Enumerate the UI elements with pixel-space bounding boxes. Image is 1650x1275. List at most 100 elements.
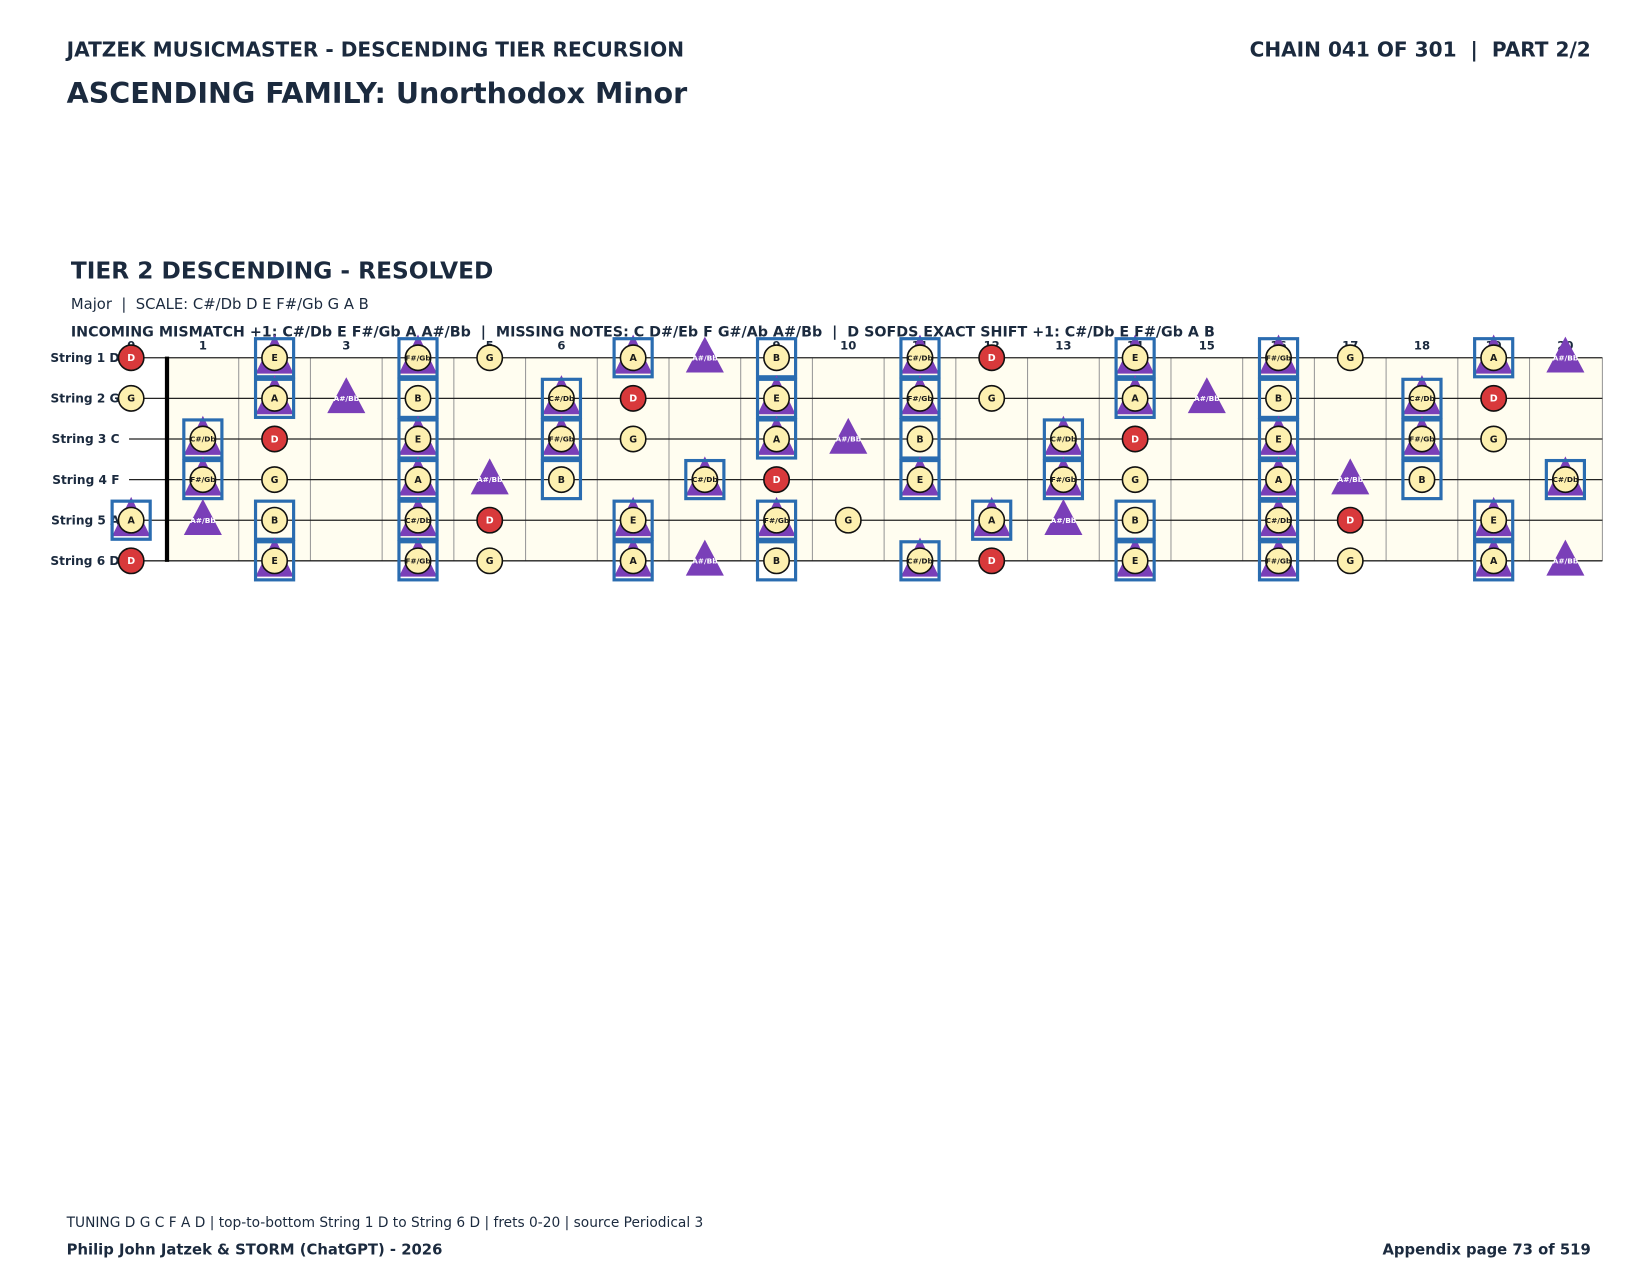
shift-box	[1114, 377, 1156, 419]
shift-box	[1257, 337, 1300, 379]
note-label: A#/Bb	[1051, 516, 1077, 525]
note-circle	[1121, 547, 1149, 575]
shift-box	[253, 377, 296, 419]
header-title: JATZEK MUSICMASTER - DESCENDING TIER REC…	[65, 37, 684, 61]
note-marker: A	[253, 375, 296, 419]
note-marker: A	[755, 415, 798, 460]
note-label: A	[629, 353, 637, 364]
mismatch-triangle	[829, 417, 868, 454]
note-circle	[763, 547, 791, 575]
note-circle	[978, 384, 1006, 412]
note-marker: G	[476, 547, 504, 575]
note-marker: F#/Gb	[755, 496, 798, 541]
note-marker: F#/Gb	[540, 415, 583, 460]
note-label: B	[773, 556, 780, 567]
note-marker: A	[110, 496, 152, 541]
mismatch-triangle	[685, 336, 724, 373]
note-marker: G	[1336, 547, 1364, 575]
note-circle	[1408, 425, 1436, 453]
note-marker: C#/Db	[182, 415, 224, 460]
note-circle	[1049, 425, 1077, 453]
shift-box	[1257, 540, 1300, 582]
fret-number: 13	[1055, 338, 1071, 352]
note-label: E	[415, 434, 421, 445]
note-marker: A#/Bb	[685, 539, 724, 576]
note-circle	[1265, 384, 1293, 412]
fret-number: 10	[840, 338, 856, 352]
note-label: A	[773, 434, 781, 445]
note-label: D	[127, 353, 135, 364]
note-label: G	[486, 556, 494, 567]
note-marker: D	[1480, 384, 1508, 412]
note-circle	[1121, 506, 1149, 534]
note-circle	[547, 466, 575, 494]
shift-box	[110, 499, 152, 541]
note-marker: B	[540, 458, 583, 501]
note-label: G	[1346, 556, 1354, 567]
shift-box	[684, 458, 726, 501]
note-circle	[117, 344, 145, 372]
note-marker: F#/Gb	[397, 537, 439, 582]
note-marker: G	[619, 425, 647, 453]
mismatch-triangle	[327, 377, 366, 414]
note-marker: A	[612, 334, 654, 379]
note-label: A	[271, 394, 279, 405]
note-marker: A#/Bb	[1044, 499, 1083, 536]
note-label: D	[271, 434, 279, 445]
note-marker: C#/Db	[899, 537, 941, 582]
note-circle	[619, 425, 647, 453]
note-marker: C#/Db	[1544, 456, 1587, 501]
note-label: A	[1275, 475, 1283, 486]
fret-number: 1	[199, 338, 207, 352]
fret-number: 6	[557, 338, 565, 352]
note-label: D	[773, 475, 781, 486]
note-label: C#/Db	[1409, 394, 1435, 403]
note-label: G	[844, 516, 852, 527]
note-marker: A#/Bb	[685, 336, 724, 373]
note-marker: D	[261, 425, 289, 453]
note-label: B	[773, 353, 780, 364]
note-label: C#/Db	[907, 556, 933, 565]
mismatch-triangle	[685, 539, 724, 576]
note-label: G	[988, 394, 996, 405]
note-marker: B	[755, 540, 798, 582]
note-marker: A#/Bb	[1187, 377, 1226, 414]
shift-box	[755, 418, 798, 460]
string-label: String 5 A	[51, 513, 120, 527]
note-circle	[763, 344, 791, 372]
note-label: D	[629, 394, 637, 405]
note-label: F#/Gb	[1266, 556, 1291, 565]
note-marker: E	[1114, 537, 1156, 582]
note-circle	[404, 547, 432, 575]
note-marker: B	[253, 499, 296, 541]
note-circle	[1480, 506, 1508, 534]
note-circle	[1121, 425, 1149, 453]
note-label: A	[1490, 556, 1498, 567]
note-circle	[1408, 466, 1436, 494]
shift-box	[899, 540, 941, 582]
note-marker: D	[1336, 506, 1364, 534]
note-label: F#/Gb	[1051, 475, 1076, 484]
note-label: G	[486, 353, 494, 364]
note-label: C#/Db	[1266, 516, 1292, 525]
note-circle	[619, 506, 647, 534]
note-marker: E	[253, 537, 296, 582]
note-marker: E	[397, 415, 439, 460]
note-marker: B	[899, 418, 941, 460]
note-circle	[261, 547, 289, 575]
note-circle	[404, 384, 432, 412]
note-marker: B	[1114, 499, 1156, 541]
note-marker: C#/Db	[684, 456, 726, 501]
note-circle	[763, 466, 791, 494]
note-circle	[1121, 384, 1149, 412]
note-circle	[117, 384, 145, 412]
note-label: A#/Bb	[1194, 394, 1220, 403]
note-circle	[1480, 547, 1508, 575]
mismatch-triangle	[1044, 499, 1083, 536]
note-marker: D	[978, 547, 1006, 575]
note-circle	[906, 547, 934, 575]
note-label: A	[1131, 394, 1139, 405]
note-marker: A#/Bb	[183, 499, 222, 536]
note-marker: F#/Gb	[899, 375, 941, 419]
header-chain: CHAIN 041 OF 301 | PART 2/2	[1250, 37, 1591, 61]
